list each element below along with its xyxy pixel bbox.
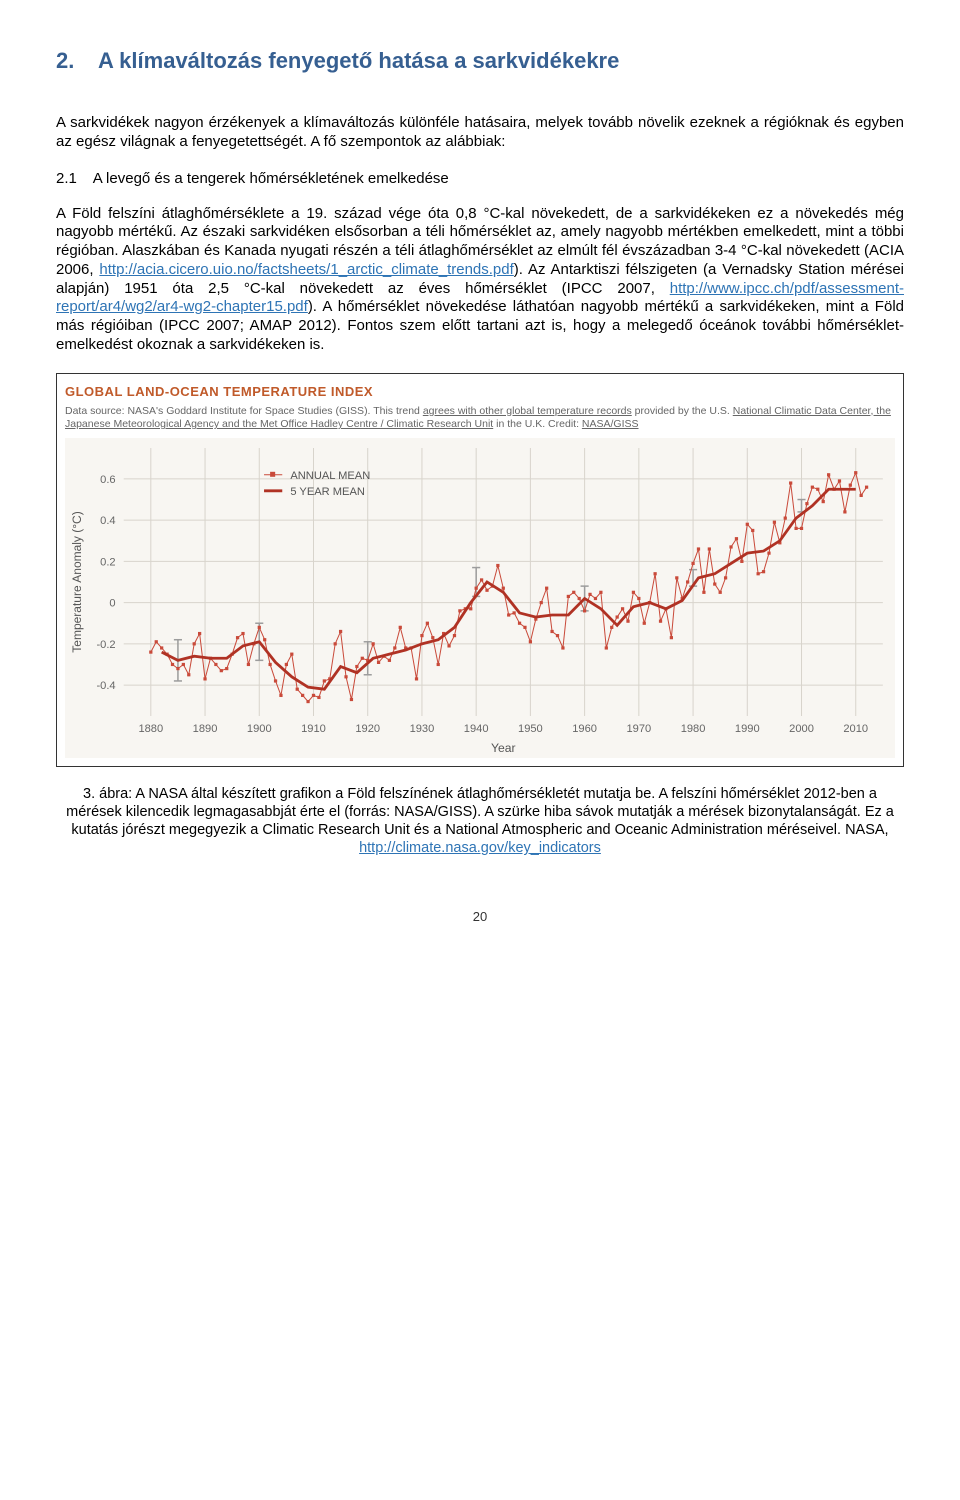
svg-text:0.2: 0.2 <box>100 556 115 568</box>
svg-text:-0.2: -0.2 <box>96 639 115 651</box>
svg-text:-0.4: -0.4 <box>96 680 115 692</box>
main-paragraph: A Föld felszíni átlaghőmérséklete a 19. … <box>56 205 904 355</box>
chart-caption-f: NASA/GISS <box>582 418 639 430</box>
svg-text:0.4: 0.4 <box>100 515 115 527</box>
svg-text:2000: 2000 <box>789 723 814 735</box>
section-title: 2. A klímaváltozás fenyegető hatása a sa… <box>56 48 904 74</box>
svg-text:5 YEAR MEAN: 5 YEAR MEAN <box>290 486 365 498</box>
svg-text:1930: 1930 <box>410 723 435 735</box>
svg-text:1910: 1910 <box>301 723 326 735</box>
svg-text:1900: 1900 <box>247 723 272 735</box>
chart-caption-a: Data source: NASA's Goddard Institute fo… <box>65 405 423 417</box>
svg-text:1940: 1940 <box>464 723 489 735</box>
svg-text:0.6: 0.6 <box>100 474 115 486</box>
page-number: 20 <box>56 909 904 924</box>
svg-text:1890: 1890 <box>193 723 218 735</box>
svg-text:ANNUAL MEAN: ANNUAL MEAN <box>290 470 370 482</box>
svg-text:Year: Year <box>491 741 516 755</box>
svg-text:1880: 1880 <box>138 723 163 735</box>
chart-caption-c: provided by the U.S. <box>632 405 733 417</box>
svg-text:1990: 1990 <box>735 723 760 735</box>
figure-caption-text: 3. ábra: A NASA által készített grafikon… <box>66 786 894 838</box>
subsection-heading: 2.1 A levegő és a tengerek hőmérsékletén… <box>56 170 904 187</box>
link-acia[interactable]: http://acia.cicero.uio.no/factsheets/1_a… <box>99 261 513 278</box>
section-title-text: A klímaváltozás fenyegető hatása a sarkv… <box>98 48 619 73</box>
figure-box: GLOBAL LAND-OCEAN TEMPERATURE INDEX Data… <box>56 373 904 767</box>
chart-area: -0.4 -0.2 0 0.2 0.4 0.6 1880 1890 1900 1910 1920 19… <box>65 438 895 758</box>
section-number: 2. <box>56 48 74 73</box>
intro-paragraph: A sarkvidékek nagyon érzékenyek a klímav… <box>56 114 904 152</box>
svg-text:1950: 1950 <box>518 723 543 735</box>
chart-caption: Data source: NASA's Goddard Institute fo… <box>65 405 895 432</box>
chart-caption-b: agrees with other global temperature rec… <box>423 405 632 417</box>
chart-svg: -0.4 -0.2 0 0.2 0.4 0.6 1880 1890 1900 1910 1920 19… <box>65 438 895 758</box>
svg-text:2010: 2010 <box>843 723 868 735</box>
svg-text:1960: 1960 <box>572 723 597 735</box>
svg-text:0: 0 <box>109 597 115 609</box>
svg-text:1980: 1980 <box>681 723 706 735</box>
svg-text:1920: 1920 <box>355 723 380 735</box>
svg-text:Temperature Anomaly (°C): Temperature Anomaly (°C) <box>70 511 84 652</box>
subsection-number: 2.1 <box>56 170 77 187</box>
svg-text:1970: 1970 <box>626 723 651 735</box>
chart-title: GLOBAL LAND-OCEAN TEMPERATURE INDEX <box>65 384 895 399</box>
figure-caption: 3. ábra: A NASA által készített grafikon… <box>56 785 904 858</box>
link-nasa-climate[interactable]: http://climate.nasa.gov/key_indicators <box>359 840 601 856</box>
subsection-title: A levegő és a tengerek hőmérsékletének e… <box>93 170 449 187</box>
chart-caption-e: in the U.K. Credit: <box>493 418 582 430</box>
